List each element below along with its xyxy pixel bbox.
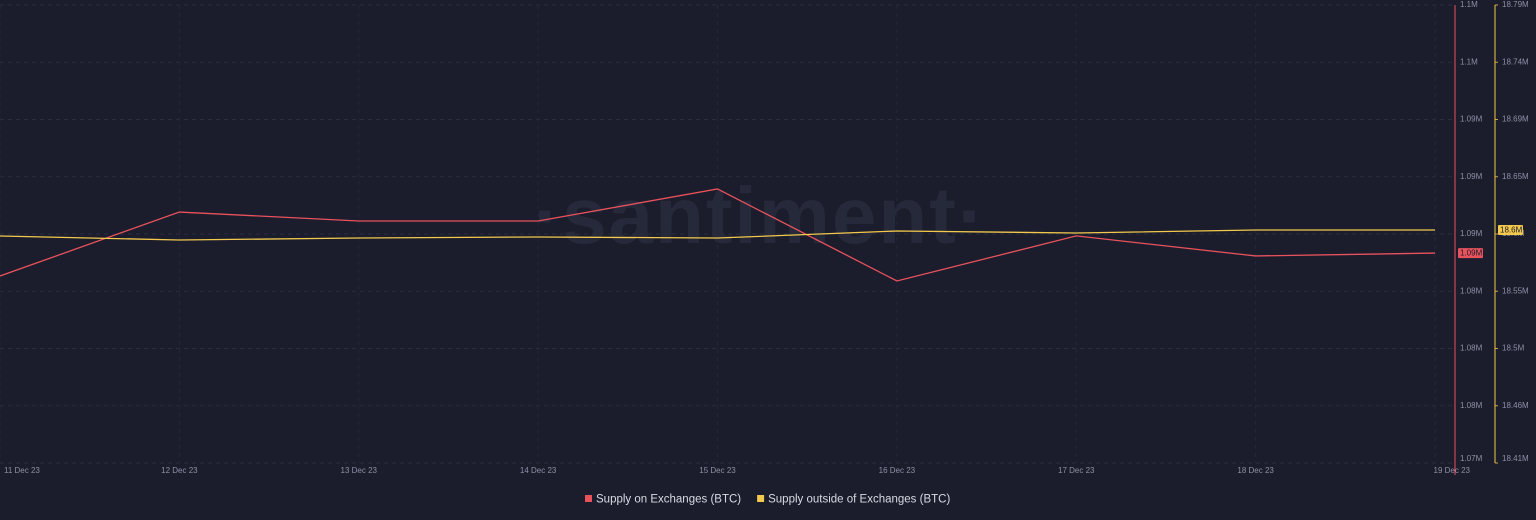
legend-swatch — [585, 495, 592, 502]
y-tick-label: 1.07M — [1460, 454, 1483, 463]
x-tick-label: 11 Dec 23 — [4, 466, 40, 475]
x-tick-label: 13 Dec 23 — [341, 466, 378, 475]
legend-label: Supply outside of Exchanges (BTC) — [768, 494, 950, 506]
legend: Supply on Exchanges (BTC) Supply outside … — [585, 494, 950, 506]
x-tick-label: 14 Dec 23 — [520, 466, 557, 475]
y-tick-label: 1.1M — [1460, 0, 1478, 9]
y2-tick-label: 18.65M — [1502, 172, 1529, 181]
x-tick-label: 18 Dec 23 — [1237, 466, 1274, 475]
x-tick-label: 17 Dec 23 — [1058, 466, 1095, 475]
value-badge — [1498, 224, 1523, 235]
y2-tick-label: 18.46M — [1502, 401, 1529, 410]
x-tick-label: 15 Dec 23 — [699, 466, 736, 475]
legend-swatch — [757, 495, 765, 502]
y2-tick-label: 18.69M — [1502, 115, 1529, 124]
y2-tick-label: 18.55M — [1502, 286, 1529, 295]
y2-tick-label: 18.41M — [1502, 454, 1529, 463]
y-tick-label: 1.09M — [1460, 115, 1483, 124]
y-tick-label: 1.1M — [1460, 57, 1478, 66]
y-tick-label: 1.08M — [1460, 401, 1483, 410]
y2-tick-label: 18.5M — [1502, 344, 1525, 353]
series-line — [0, 188, 1436, 282]
value-label: 18.6M — [1500, 226, 1523, 235]
y2-tick-label: 18.79M — [1502, 0, 1529, 9]
y-tick-label: 1.09M — [1460, 229, 1483, 238]
value-label: 1.09M — [1460, 249, 1483, 258]
y-tick-label: 1.09M — [1460, 172, 1483, 181]
y2-tick-label: 18.74M — [1502, 57, 1529, 66]
x-tick-label: 12 Dec 23 — [161, 466, 198, 475]
series-line — [0, 229, 1435, 241]
y-tick-label: 1.08M — [1460, 286, 1483, 295]
value-badge — [1458, 248, 1483, 259]
watermark: ·santiment· — [533, 171, 986, 260]
legend-label: Supply on Exchanges (BTC) — [596, 494, 741, 506]
y-tick-label: 1.08M — [1460, 344, 1483, 353]
x-tick-label: 16 Dec 23 — [879, 466, 916, 475]
x-tick-label: 19 Dec 23 — [1434, 466, 1471, 475]
